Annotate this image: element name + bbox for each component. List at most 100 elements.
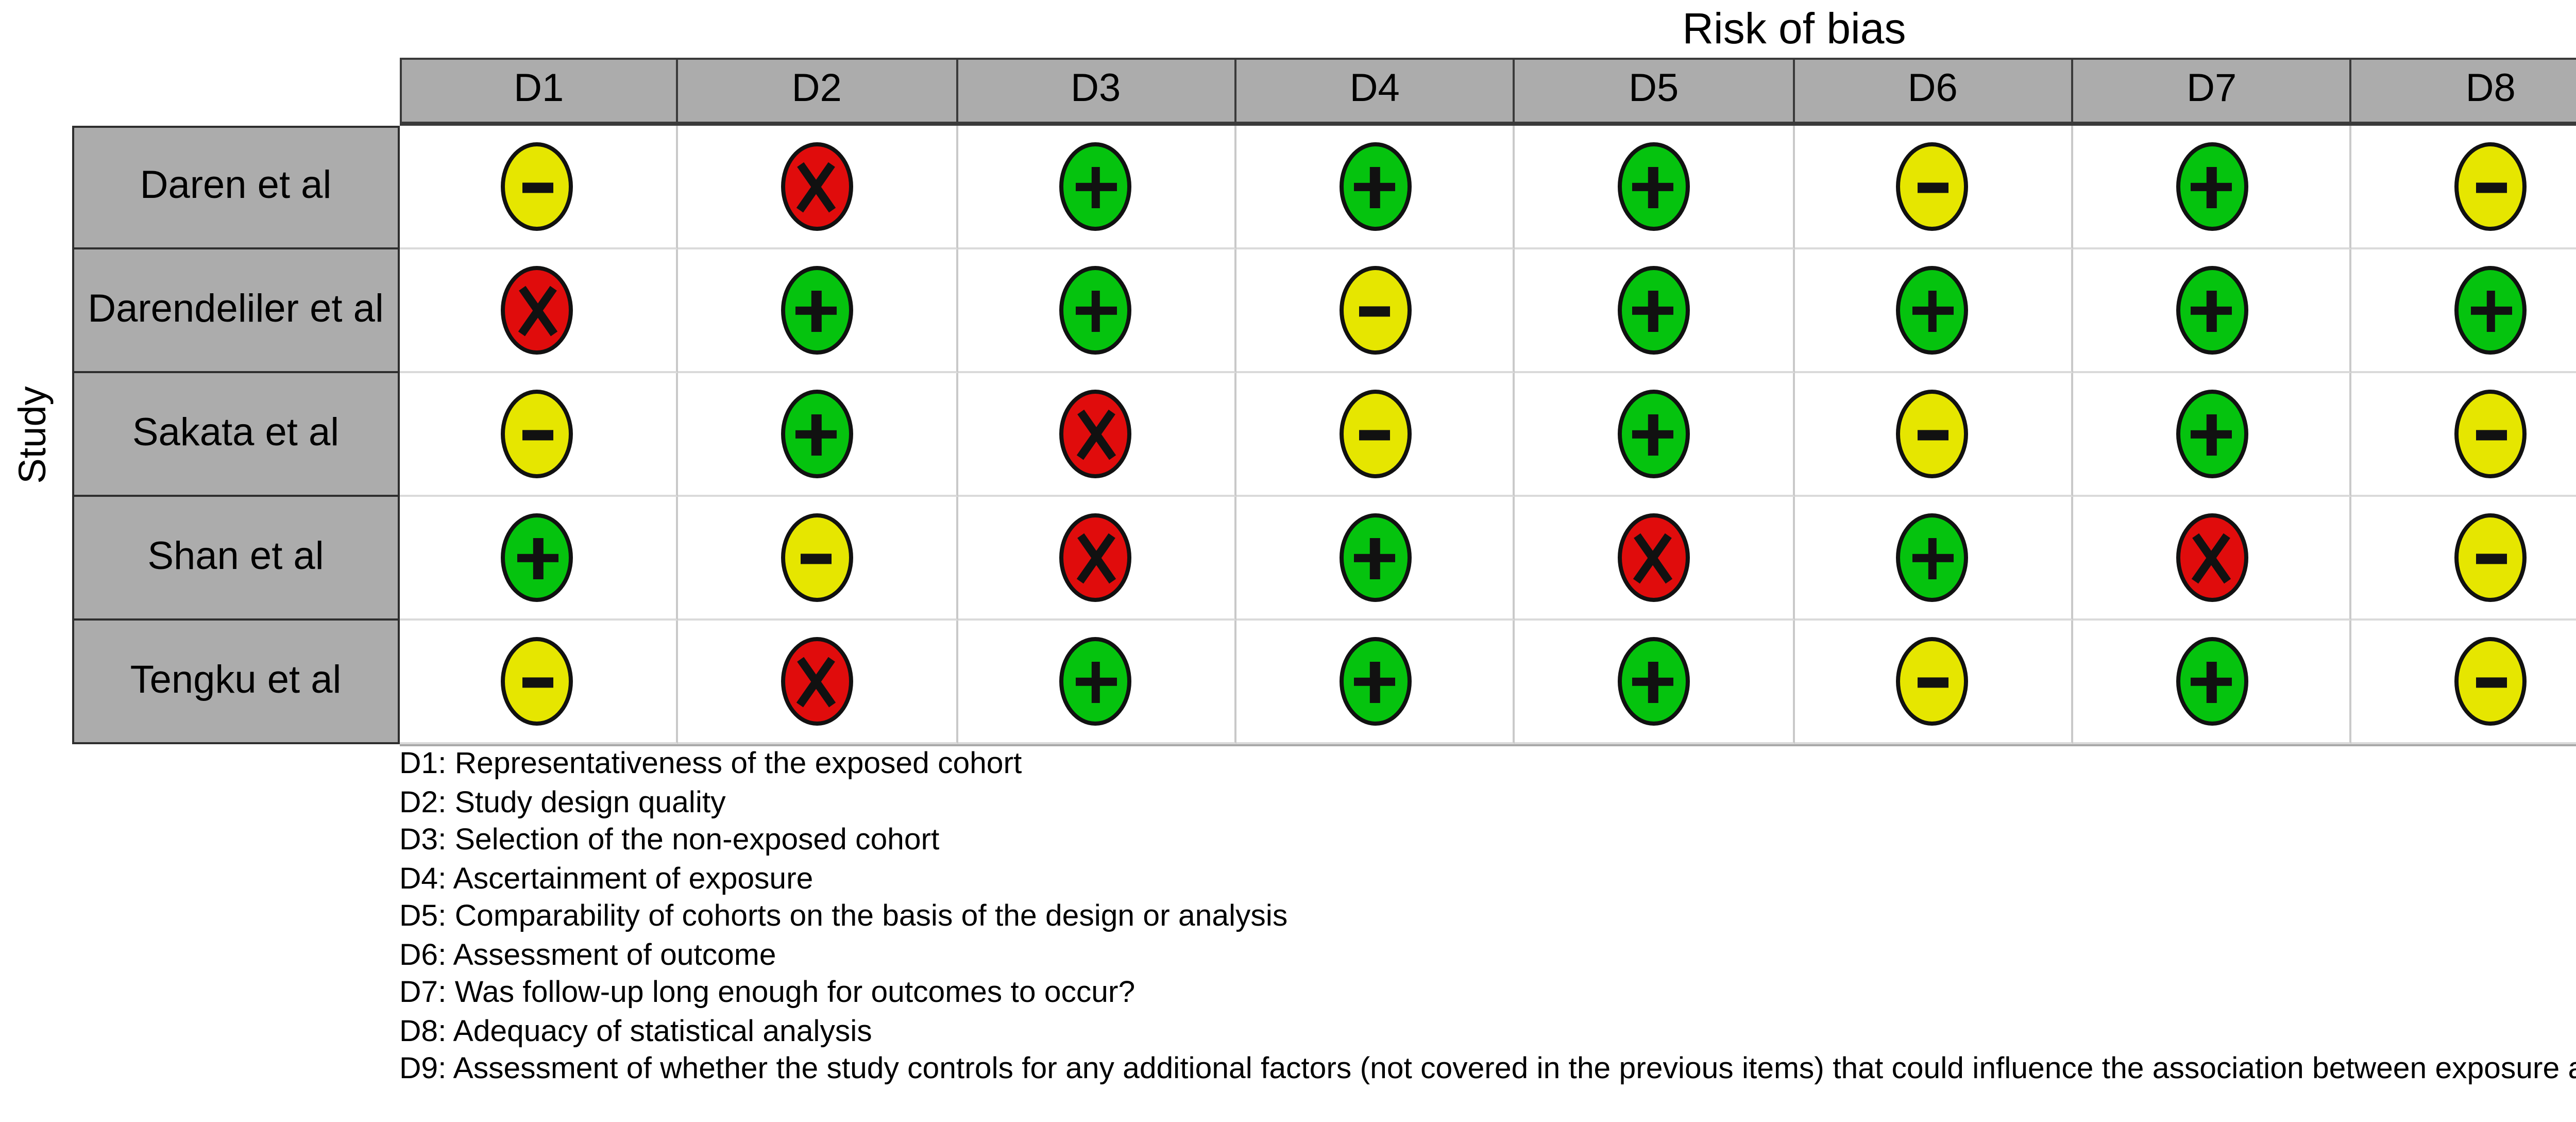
footnote-line: D3: Selection of the non-exposed cohort — [399, 825, 940, 858]
judgement-cell — [399, 250, 679, 374]
high-judgement-icon — [1059, 514, 1132, 602]
judgement-cell — [957, 250, 1236, 374]
low-judgement-icon — [1338, 638, 1411, 726]
judgement-cell — [957, 126, 1236, 250]
judgement-cell — [1236, 250, 1515, 374]
unclear-judgement-icon — [501, 143, 574, 231]
low-judgement-icon — [1059, 638, 1132, 726]
symbol-stroke — [2207, 661, 2216, 702]
symbol-stroke — [2207, 414, 2216, 455]
symbol-stroke — [1359, 306, 1391, 316]
study-label: Daren et al — [72, 126, 399, 250]
symbol-stroke — [533, 538, 543, 579]
low-judgement-icon — [1617, 638, 1690, 726]
symbol-stroke — [1649, 290, 1658, 331]
symbol-stroke — [1359, 429, 1391, 440]
footnote-line: D8: Adequacy of statistical analysis — [399, 1016, 872, 1049]
chart-title: Risk of bias — [1682, 6, 1906, 54]
footnotes: D1: Representativeness of the exposed co… — [399, 746, 2576, 1091]
symbol-stroke — [1091, 166, 1100, 208]
judgement-cell — [1515, 250, 1794, 374]
symbol-stroke — [1091, 290, 1100, 331]
column-header: D7 — [2073, 58, 2352, 126]
footnote-line: D5: Comparability of cohorts on the basi… — [399, 901, 1288, 934]
unclear-judgement-icon — [501, 390, 574, 479]
low-judgement-icon — [2454, 266, 2527, 355]
high-judgement-icon — [781, 143, 853, 231]
judgement-cell — [1794, 374, 2073, 497]
judgement-cell — [2352, 250, 2576, 374]
study-label: Tengku et al — [72, 621, 399, 745]
symbol-stroke — [1370, 538, 1380, 579]
low-judgement-icon — [501, 514, 574, 602]
symbol-stroke — [2486, 290, 2496, 331]
unclear-judgement-icon — [1896, 143, 1969, 231]
footnote-line: D9: Assessment of whether the study cont… — [399, 1054, 2576, 1087]
footnote-line: D7: Was follow-up long enough for outcom… — [399, 978, 1136, 1011]
judgement-cell — [1515, 621, 1794, 745]
y-axis-label: Study — [10, 386, 54, 484]
symbol-stroke — [812, 290, 822, 331]
symbol-stroke — [2207, 290, 2216, 331]
symbol-stroke — [1928, 290, 1938, 331]
low-judgement-icon — [2175, 390, 2248, 479]
judgement-cell — [678, 497, 957, 621]
low-judgement-icon — [1617, 143, 1690, 231]
symbol-stroke — [1649, 414, 1658, 455]
judgement-cell — [399, 621, 679, 745]
symbol-stroke — [2475, 553, 2506, 563]
symbol-stroke — [1370, 166, 1380, 208]
high-judgement-icon — [781, 638, 853, 726]
column-header: D8 — [2352, 58, 2576, 126]
low-judgement-icon — [1059, 143, 1132, 231]
column-header: D1 — [399, 58, 679, 126]
judgement-cell — [2352, 621, 2576, 745]
judgement-cell — [2073, 374, 2352, 497]
symbol-stroke — [1091, 661, 1100, 702]
unclear-judgement-icon — [2454, 638, 2527, 726]
column-header: D3 — [957, 58, 1236, 126]
symbol-stroke — [1917, 429, 1948, 440]
symbol-stroke — [1917, 182, 1948, 192]
low-judgement-icon — [1896, 514, 1969, 602]
symbol-stroke — [522, 429, 553, 440]
study-label: Shan et al — [72, 497, 399, 621]
judgement-cell — [399, 374, 679, 497]
symbol-stroke — [2475, 429, 2506, 440]
symbol-stroke — [522, 677, 553, 687]
unclear-judgement-icon — [2454, 143, 2527, 231]
judgement-cell — [2073, 250, 2352, 374]
judgement-cell — [399, 126, 679, 250]
unclear-judgement-icon — [2454, 390, 2527, 479]
judgement-cell — [1515, 497, 1794, 621]
study-label-column: Daren et al Darendeliler et al Sakata et a… — [72, 126, 399, 745]
judgement-cell — [2352, 126, 2576, 250]
footnote-line: D1: Representativeness of the exposed co… — [399, 748, 1022, 781]
high-judgement-icon — [1617, 514, 1690, 602]
unclear-judgement-icon — [1896, 638, 1969, 726]
low-judgement-icon — [1059, 266, 1132, 355]
judgement-cell — [1236, 497, 1515, 621]
judgement-cell — [2073, 621, 2352, 745]
low-judgement-icon — [2175, 143, 2248, 231]
judgement-cell — [678, 126, 957, 250]
low-judgement-icon — [1338, 514, 1411, 602]
high-judgement-icon — [501, 266, 574, 355]
column-header: D2 — [678, 58, 957, 126]
judgement-cell — [957, 497, 1236, 621]
judgement-cell — [2073, 497, 2352, 621]
high-judgement-icon — [2175, 514, 2248, 602]
column-header-row: D1D2D3D4D5D6D7D8D9Overall — [399, 58, 2576, 126]
unclear-judgement-icon — [1338, 390, 1411, 479]
judgement-cell — [678, 621, 957, 745]
symbol-stroke — [812, 414, 822, 455]
symbol-stroke — [1649, 661, 1658, 702]
judgement-cell — [1794, 621, 2073, 745]
low-judgement-icon — [2175, 266, 2248, 355]
judgement-cell — [1515, 374, 1794, 497]
symbol-stroke — [2475, 182, 2506, 192]
low-judgement-icon — [2175, 638, 2248, 726]
symbol-stroke — [1917, 677, 1948, 687]
